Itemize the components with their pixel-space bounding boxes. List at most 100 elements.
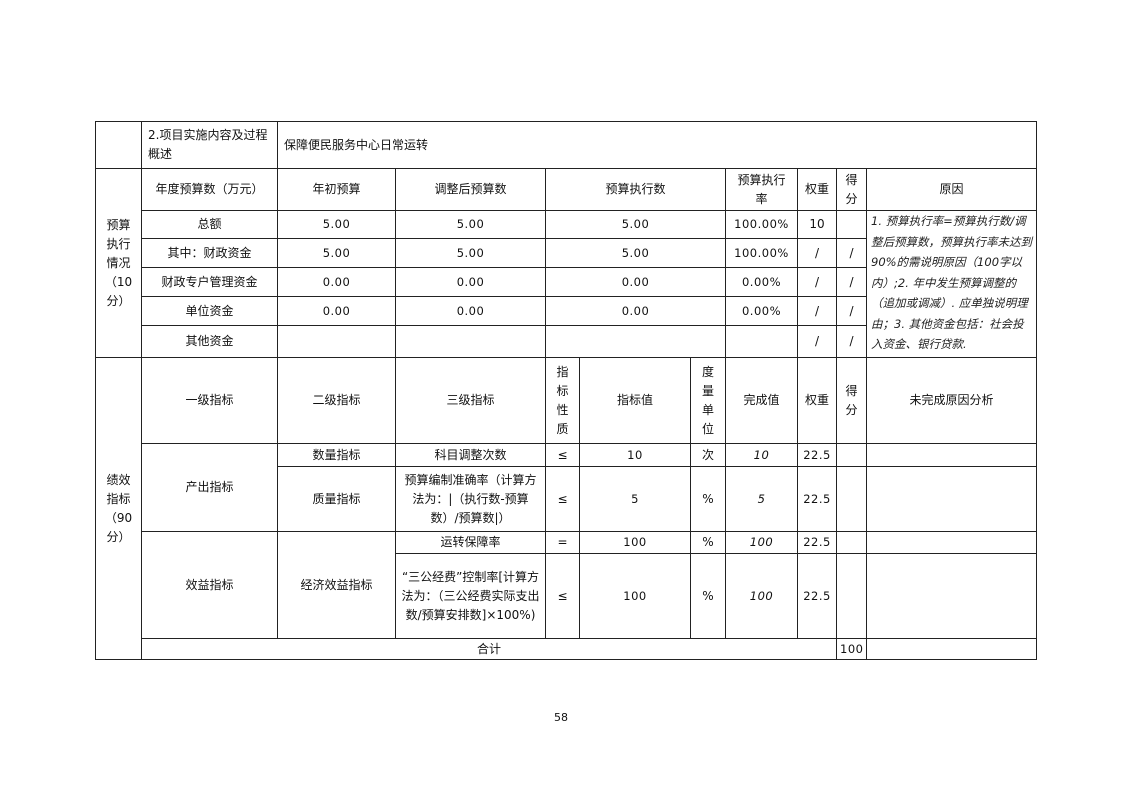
executed-value: 5.00	[545, 238, 726, 268]
adjusted-value: 5.00	[395, 210, 546, 239]
row-name: 其他资金	[141, 325, 278, 358]
reason-value	[865, 531, 1038, 554]
header-reason: 原因	[865, 168, 1038, 211]
header-unit: 度 量 单 位	[690, 357, 726, 444]
level1-output: 产出指标	[141, 443, 278, 532]
level3-name: “三公经费”控制率[计算方法为：（三公经费实际支出数/预算安排数]×100%)	[395, 553, 546, 639]
actual-value: 100	[725, 531, 798, 554]
empty-cell	[95, 121, 142, 169]
rate-value: 100.00%	[725, 238, 798, 268]
overview-label: 2.项目实施内容及过程概述	[141, 121, 278, 169]
score-value	[836, 443, 867, 467]
weight-value: /	[797, 267, 837, 297]
level3-name: 科目调整次数	[395, 443, 546, 467]
row-name: 单位资金	[141, 296, 278, 326]
executed-value: 5.00	[545, 210, 726, 239]
level2-economic: 经济效益指标	[277, 531, 396, 639]
target-value: 100	[579, 553, 691, 639]
rate-value	[725, 325, 798, 358]
initial-value: 5.00	[277, 210, 396, 239]
executed-value: 0.00	[545, 267, 726, 297]
level2-quantity: 数量指标	[277, 443, 396, 467]
unit: %	[690, 553, 726, 639]
nature: ≤	[545, 443, 580, 467]
score-value: /	[836, 325, 867, 358]
weight-value: 22.5	[797, 443, 837, 467]
unit: %	[690, 466, 726, 532]
actual-value: 100	[725, 553, 798, 639]
overview-content: 保障便民服务中心日常运转	[276, 121, 1038, 169]
weight-value: 10	[797, 210, 837, 239]
level2-quality: 质量指标	[277, 466, 396, 532]
indicator-row: 质量指标 预算编制准确率（计算方法为：|（执行数-预算数）/预算数|） ≤ 5 …	[96, 466, 1038, 532]
budget-row: 财政专户管理资金 0.00 0.00 0.00 0.00% / /	[96, 267, 1037, 297]
total-row: 合计 100	[96, 638, 1038, 660]
budget-header-row: 预算 执行 情况 （10 分） 年度预算数（万元） 年初预算 调整后预算数 预算…	[95, 168, 1038, 358]
header-level1: 一级指标	[141, 357, 278, 444]
performance-section-label: 绩效 指标 （90 分）	[95, 357, 142, 660]
target-value: 100	[579, 531, 691, 554]
target-value: 10	[579, 443, 691, 467]
unit: %	[690, 531, 726, 554]
weight-value: 22.5	[797, 531, 837, 554]
score-value	[836, 210, 867, 239]
executed-value: 0.00	[545, 296, 726, 326]
adjusted-value: 0.00	[395, 296, 546, 326]
header-level3: 三级指标	[395, 357, 546, 444]
actual-value: 10	[725, 443, 798, 467]
weight-value: /	[797, 325, 837, 358]
level3-name: 预算编制准确率（计算方法为：|（执行数-预算数）/预算数|）	[395, 466, 546, 532]
header-target: 指标值	[579, 357, 691, 444]
total-label: 合计	[141, 638, 837, 660]
weight-value: 22.5	[797, 553, 837, 639]
weight-value: /	[797, 296, 837, 326]
initial-value: 5.00	[277, 238, 396, 268]
actual-value: 5	[725, 466, 798, 532]
budget-row: 总额 5.00 5.00 5.00 100.00% 10 1. 预算执行率=预算…	[96, 210, 1038, 358]
row-name: 其中：财政资金	[141, 238, 278, 268]
initial-value	[277, 325, 396, 358]
header-score: 得 分	[836, 168, 867, 211]
score-value: /	[836, 296, 867, 326]
rate-value: 0.00%	[725, 267, 798, 297]
score-value	[836, 466, 867, 532]
reason-value	[865, 466, 1038, 532]
initial-value: 0.00	[277, 267, 396, 297]
level3-name: 运转保障率	[395, 531, 546, 554]
header-rate: 预算执行 率	[725, 168, 798, 211]
adjusted-value: 0.00	[395, 267, 546, 297]
header-level2: 二级指标	[277, 357, 396, 444]
reason-value	[865, 443, 1038, 467]
reason-note: 1. 预算执行率=预算执行数/调整后预算数，预算执行率未达到 90%的需说明原因…	[865, 210, 1038, 358]
header-actual: 完成值	[725, 357, 798, 444]
rate-value: 0.00%	[725, 296, 798, 326]
row-name: 总额	[141, 210, 278, 239]
row-name: 财政专户管理资金	[141, 267, 278, 297]
header-annual-budget: 年度预算数（万元）	[141, 168, 278, 211]
indicator-row: 产出指标 数量指标 科目调整次数 ≤ 10 次 10 22.5	[96, 443, 1038, 532]
page-number: 58	[554, 711, 568, 724]
initial-value: 0.00	[277, 296, 396, 326]
adjusted-value: 5.00	[395, 238, 546, 268]
total-weight: 100	[836, 638, 867, 660]
header-score: 得 分	[836, 357, 867, 444]
header-weight: 权重	[797, 357, 837, 444]
total-score	[865, 638, 1038, 660]
executed-value	[545, 325, 726, 358]
header-executed: 预算执行数	[545, 168, 726, 211]
unit: 次	[690, 443, 726, 467]
weight-value: 22.5	[797, 466, 837, 532]
performance-header-row: 绩效 指标 （90 分） 一级指标 二级指标 三级指标 指 标 性 质 指标值 …	[95, 357, 1038, 660]
budget-row: 其中：财政资金 5.00 5.00 5.00 100.00% / /	[96, 238, 1037, 268]
nature: ≤	[545, 466, 580, 532]
reason-value	[865, 553, 1038, 639]
overview-row: 2.项目实施内容及过程概述 保障便民服务中心日常运转	[95, 121, 1038, 169]
budget-section-label: 预算 执行 情况 （10 分）	[95, 168, 142, 358]
header-initial-budget: 年初预算	[277, 168, 396, 211]
rate-value: 100.00%	[725, 210, 798, 239]
header-weight: 权重	[797, 168, 837, 211]
performance-evaluation-table: 2.项目实施内容及过程概述 保障便民服务中心日常运转 预算 执行 情况 （10 …	[95, 121, 1038, 660]
score-value: /	[836, 238, 867, 268]
indicator-row: 效益指标 经济效益指标 运转保障率 = 100 % 100 22.5	[96, 531, 1038, 639]
nature: ≤	[545, 553, 580, 639]
